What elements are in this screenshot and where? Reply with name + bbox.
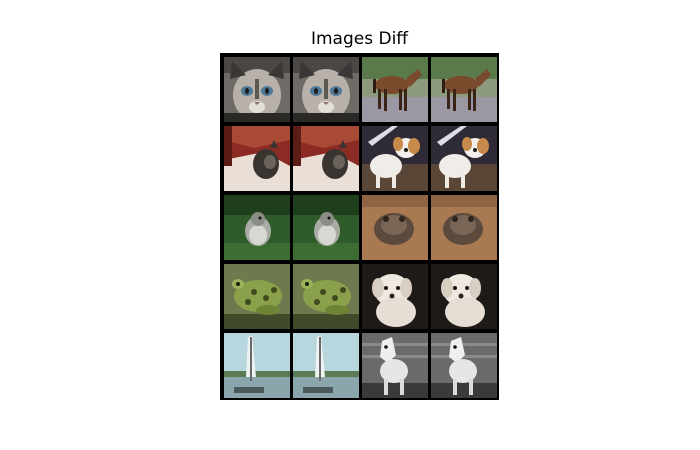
white-horse-image-reconstruction xyxy=(431,333,497,398)
cat-image-original xyxy=(224,57,290,122)
white-puppy-image-original xyxy=(362,264,428,329)
green-frog-image-reconstruction xyxy=(293,264,359,329)
bird-image-original xyxy=(224,195,290,260)
white-dog-image-reconstruction xyxy=(431,126,497,191)
horse-image-reconstruction xyxy=(431,57,497,122)
cat-image-reconstruction xyxy=(293,57,359,122)
brown-frog-image-original xyxy=(362,195,428,260)
sailboat-image-original xyxy=(224,333,290,398)
white-horse-image-original xyxy=(362,333,428,398)
brown-frog-image-reconstruction xyxy=(431,195,497,260)
cat-on-chair-image-reconstruction xyxy=(293,126,359,191)
white-puppy-image-reconstruction xyxy=(431,264,497,329)
image-grid xyxy=(220,53,499,400)
bird-image-reconstruction xyxy=(293,195,359,260)
cat-on-chair-image-original xyxy=(224,126,290,191)
white-dog-image-original xyxy=(362,126,428,191)
green-frog-image-original xyxy=(224,264,290,329)
horse-image-original xyxy=(362,57,428,122)
sailboat-image-reconstruction xyxy=(293,333,359,398)
figure-title: Images Diff xyxy=(310,29,409,49)
